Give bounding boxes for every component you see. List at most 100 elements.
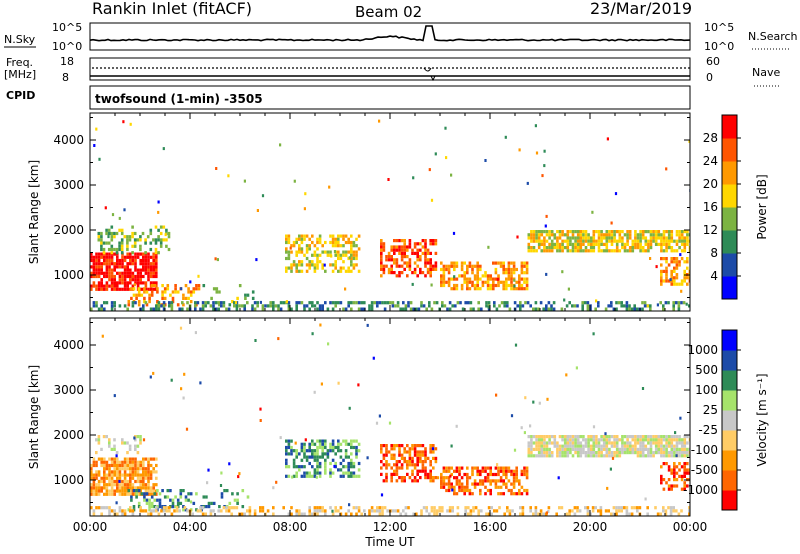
echo-cell [641, 249, 645, 253]
echo-cell [667, 438, 671, 442]
echo-cell [179, 495, 183, 499]
echo-cell [670, 239, 674, 243]
echo-cell [535, 236, 538, 240]
echo-cell [105, 486, 109, 490]
echo-cell [95, 506, 98, 510]
echo-cell [472, 506, 475, 510]
echo-cell [157, 200, 160, 204]
echo-cell [675, 239, 679, 243]
echo-cell [445, 482, 448, 486]
echo-cell [576, 509, 579, 513]
echo-cell [660, 282, 663, 286]
echo-cell [576, 451, 580, 455]
echo-cell [628, 512, 631, 516]
echo-cell [605, 249, 609, 253]
echo-cell [220, 509, 223, 513]
echo-cell [503, 301, 506, 305]
echo-cell [115, 501, 118, 505]
echo-cell [261, 307, 265, 311]
echo-cell [608, 451, 611, 455]
echo-cell [113, 460, 116, 464]
echo-cell [545, 511, 548, 515]
echo-cell [235, 304, 239, 308]
echo-cell [530, 249, 533, 253]
echo-cell [347, 471, 350, 475]
echo-cell [129, 271, 132, 275]
echo-cell [502, 479, 505, 483]
echo-cell [582, 438, 585, 442]
echo-cell [510, 267, 513, 272]
echo-cell [136, 460, 140, 464]
echo-cell [147, 486, 150, 490]
echo-cell [502, 261, 505, 265]
echo-cell [662, 487, 666, 491]
echo-cell [206, 481, 209, 485]
echo-cell [318, 509, 322, 513]
echo-cell [161, 489, 164, 493]
echo-cell [97, 486, 101, 490]
echo-cell [621, 444, 624, 448]
echo-cell [519, 512, 522, 516]
echo-cell [527, 447, 531, 451]
echo-cell [290, 244, 293, 248]
echo-cell [419, 476, 422, 480]
echo-cell [334, 509, 337, 513]
echo-cell [662, 242, 666, 246]
echo-cell [329, 263, 332, 267]
echo-cell [448, 509, 452, 513]
echo-cell [295, 474, 298, 478]
echo-cell [385, 447, 388, 451]
echo-cell [683, 465, 686, 469]
echo-cell [571, 435, 575, 439]
echo-cell [305, 247, 309, 251]
echo-cell [134, 457, 137, 461]
echo-cell [535, 239, 538, 243]
echo-cell [311, 234, 314, 238]
echo-cell [105, 268, 109, 272]
echo-cell [123, 470, 127, 474]
echo-cell [165, 228, 168, 232]
echo-cell [586, 304, 590, 308]
echo-cell [129, 492, 132, 496]
echo-band [90, 301, 690, 311]
echo-cell [143, 492, 146, 496]
echo-cell [287, 452, 291, 456]
echo-cell [386, 509, 389, 513]
echo-cell [540, 444, 544, 448]
echo-cell [129, 473, 132, 477]
echo-cell [126, 235, 129, 239]
echo-cell [149, 231, 153, 236]
echo-cell [331, 240, 335, 245]
echo-cell [398, 264, 401, 268]
echo-cell [380, 472, 383, 476]
echo-cell [331, 509, 334, 513]
echo-cell [300, 269, 304, 273]
echo-cell [579, 451, 583, 455]
echo-cell [287, 445, 291, 450]
echo-cell [571, 304, 574, 308]
echo-cell [589, 447, 593, 451]
echo-cell [105, 476, 109, 480]
echo-cell [139, 473, 142, 477]
echo-cell [103, 473, 106, 477]
echo-cell [393, 248, 396, 252]
echo-cell [145, 492, 149, 496]
echo-cell [295, 452, 298, 456]
echo-cell [625, 506, 629, 510]
echo-cell [620, 506, 623, 510]
echo-cell [485, 301, 488, 305]
echo-cell [366, 456, 369, 460]
echo-cell [210, 296, 213, 300]
echo-cell [597, 441, 601, 445]
echo-cell [189, 290, 193, 294]
echo-cell [142, 258, 145, 263]
echo-cell [143, 495, 146, 499]
echo-cell [665, 167, 668, 171]
echo-cell [545, 304, 548, 308]
echo-cell [95, 489, 98, 493]
echo-cell [378, 301, 382, 305]
echo-cell [287, 474, 291, 478]
echo-cell [656, 303, 659, 307]
echo-cell [607, 509, 610, 513]
echo-cell [636, 451, 640, 455]
